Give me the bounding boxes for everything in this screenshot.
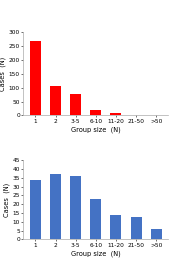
Bar xyxy=(151,229,162,239)
Bar xyxy=(30,179,41,239)
Bar xyxy=(50,86,61,115)
Bar xyxy=(30,41,41,115)
Bar xyxy=(110,113,122,115)
X-axis label: Group size  (N): Group size (N) xyxy=(71,251,121,257)
Bar xyxy=(70,176,81,239)
Bar xyxy=(70,94,81,115)
Bar xyxy=(131,217,142,239)
Bar xyxy=(50,174,61,239)
Bar xyxy=(110,215,122,239)
Bar xyxy=(90,111,101,115)
Y-axis label: Cases  (N): Cases (N) xyxy=(3,183,10,217)
Bar xyxy=(90,199,101,239)
X-axis label: Group size  (N): Group size (N) xyxy=(71,127,121,133)
Y-axis label: Cases  (N): Cases (N) xyxy=(0,57,6,91)
